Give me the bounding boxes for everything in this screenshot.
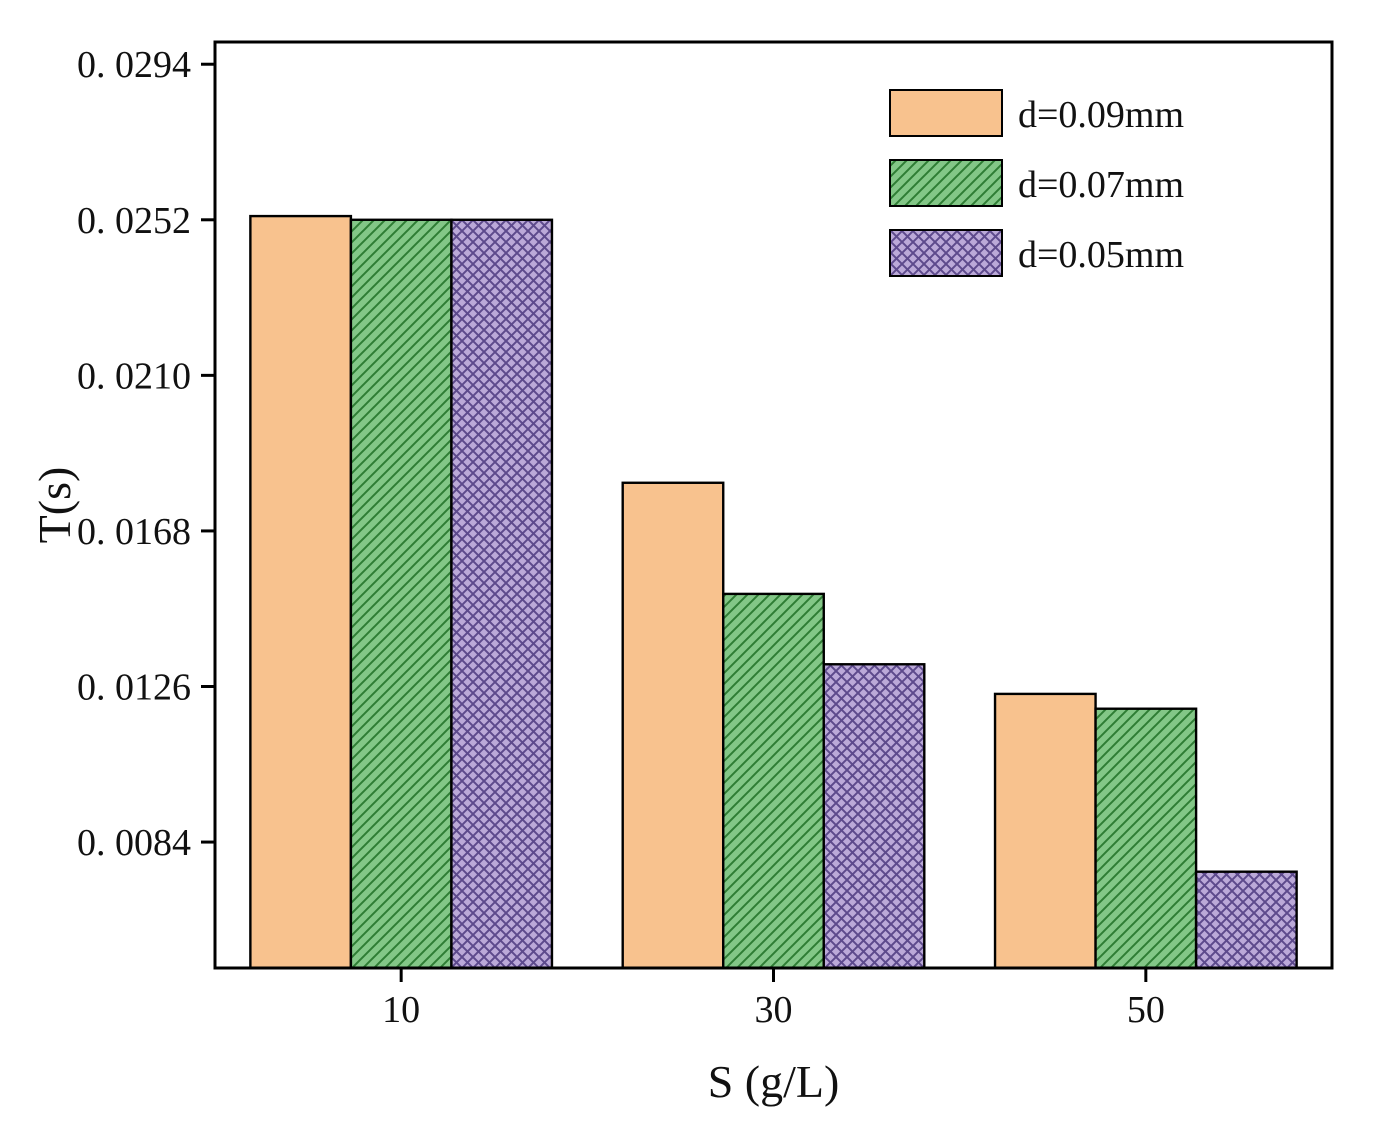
legend-item-0: d=0.09mm <box>889 89 1184 137</box>
legend-swatch-edge <box>889 229 1003 277</box>
bar-group-30-series-2 <box>822 663 926 970</box>
bar-group-50-series-0 <box>993 692 1097 970</box>
bar-fill <box>995 693 1096 968</box>
legend-swatch-hatch <box>890 160 1002 206</box>
y-tick-label: 0. 0168 <box>77 511 191 553</box>
bar-fill <box>622 482 724 968</box>
y-tick-label: 0. 0084 <box>77 822 191 864</box>
legend-swatch <box>890 90 1002 136</box>
legend-label: d=0.07mm <box>1018 164 1184 206</box>
y-tick-label: 0. 0210 <box>77 355 191 397</box>
bar-group-10-series-1 <box>349 218 453 970</box>
legend-label: d=0.05mm <box>1018 234 1184 276</box>
x-tick-label: 10 <box>382 989 420 1031</box>
bar-hatch <box>451 219 552 969</box>
bar-group-30-series-0 <box>621 481 725 970</box>
y-axis-label: T(s) <box>29 466 80 544</box>
y-tick-label: 0. 0252 <box>77 200 191 242</box>
legend-swatch-edge <box>889 89 1003 137</box>
bar-hatch <box>1196 871 1297 968</box>
plot-frame <box>213 40 1334 970</box>
legend-swatch-hatch <box>890 230 1002 276</box>
bar-hatch <box>823 664 925 968</box>
bar-group-30-series-1 <box>722 592 825 970</box>
bar-group-10-series-0 <box>249 214 353 970</box>
legend-label: d=0.09mm <box>1018 94 1184 136</box>
bar-hatch <box>723 593 824 968</box>
x-axis-label: S (g/L) <box>707 1056 840 1107</box>
bar-hatch <box>350 219 452 969</box>
y-tick-label: 0. 0126 <box>77 666 191 708</box>
legend-item-2: d=0.05mm <box>889 229 1184 277</box>
bar-group-50-series-2 <box>1194 870 1298 970</box>
y-tick-label: 0. 0294 <box>77 44 191 86</box>
x-tick-label: 30 <box>755 989 793 1031</box>
legend-item-1: d=0.07mm <box>889 159 1184 207</box>
bar-fill <box>250 216 351 968</box>
bar-group-50-series-1 <box>1094 707 1198 970</box>
bar-group-10-series-2 <box>450 218 554 970</box>
x-tick-label: 50 <box>1127 989 1165 1031</box>
legend-swatch-edge <box>889 159 1003 207</box>
bar-hatch <box>1095 708 1197 968</box>
